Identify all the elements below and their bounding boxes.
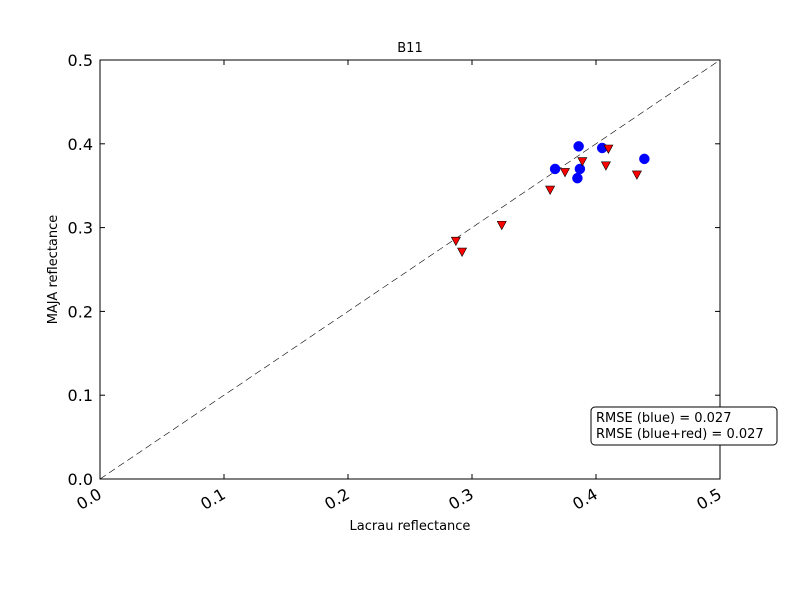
- blue-circle-point: [574, 163, 586, 175]
- blue-circle-point: [573, 141, 584, 152]
- y-tick-label: 0.3: [68, 219, 93, 238]
- red-triangle-point: [496, 220, 507, 231]
- y-tick-label: 0.0: [68, 470, 93, 489]
- rmse-annotation-line: RMSE (blue) = 0.027: [596, 411, 731, 426]
- blue-circle-point: [549, 163, 561, 175]
- blue-circle-point: [572, 172, 583, 184]
- rmse-annotation-line: RMSE (blue+red) = 0.027: [596, 427, 764, 442]
- y-tick-label: 0.1: [68, 386, 93, 405]
- red-triangle-point: [559, 168, 571, 178]
- red-triangle-point: [450, 236, 461, 247]
- y-tick-label: 0.4: [68, 135, 93, 154]
- y-tick-label: 0.5: [68, 51, 93, 70]
- rmse-annotation-box: [590, 406, 778, 446]
- blue-circle-point: [639, 153, 650, 165]
- x-axis-label: Lacrau reflectance: [350, 519, 471, 534]
- red-triangle-point: [545, 185, 556, 196]
- y-axis-label: MAJA reflectance: [46, 215, 61, 325]
- red-triangle-point: [603, 144, 614, 154]
- y-tick-label: 0.2: [68, 302, 93, 321]
- red-triangle-point: [577, 157, 588, 167]
- chart-title: B11: [397, 41, 422, 56]
- plot-frame: [99, 59, 721, 480]
- red-triangle-point: [457, 247, 468, 258]
- red-triangle-point: [600, 161, 611, 171]
- red-triangle-point: [631, 170, 642, 180]
- one-to-one-line: [99, 59, 721, 480]
